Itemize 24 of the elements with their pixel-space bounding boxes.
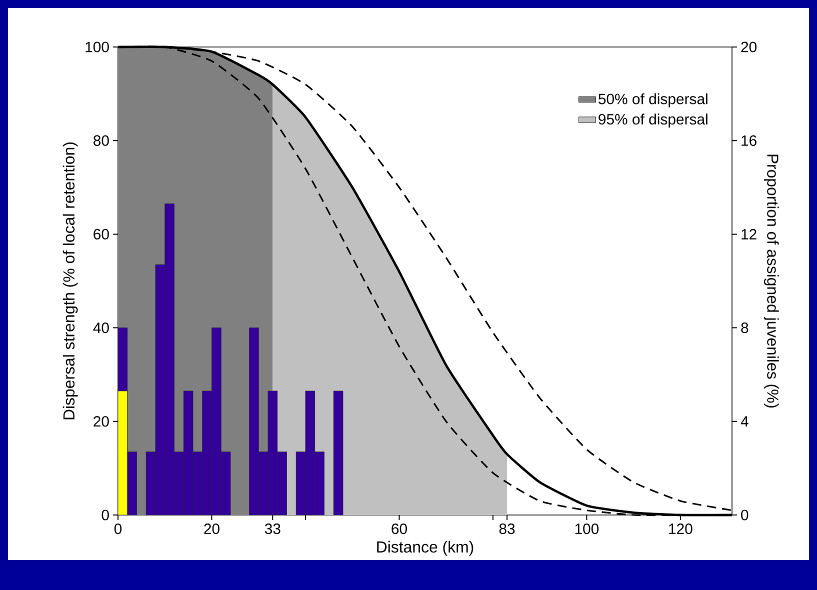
x-tick-label: 100 (575, 523, 599, 534)
y2-tick-label: 0 (741, 510, 748, 520)
y-tick-label: 20 (94, 416, 109, 427)
y-tick-label: 100 (86, 42, 109, 52)
x-tick-label: 83 (499, 523, 515, 534)
y2-tick-label: 12 (742, 228, 756, 240)
y2-tick-label: 20 (741, 42, 757, 52)
y-tick-label: 80 (94, 135, 109, 146)
y2-axis-title: Proportion of assigned juveniles (%) (764, 154, 779, 408)
x-axis-title: Distance (km) (377, 540, 474, 556)
x-tick-label: 33 (264, 523, 280, 534)
y-axis-title: Dispersal strength (% of local retention) (62, 142, 78, 420)
x-tick-label: 60 (392, 523, 407, 534)
y-tick-label: 40 (93, 322, 109, 334)
legend-label: 50% of dispersal (598, 93, 708, 108)
x-tick-label: 20 (204, 523, 220, 534)
x-tick-label: 0 (114, 523, 122, 534)
y-tick-label: 60 (94, 228, 109, 240)
y2-tick-label: 16 (742, 135, 756, 146)
y2-tick-label: 8 (741, 322, 748, 334)
x-tick-label: 120 (669, 523, 692, 534)
y2-tick-label: 4 (740, 416, 748, 427)
y-tick-label: 0 (102, 510, 109, 520)
legend-label: 95% of dispersal (598, 114, 708, 128)
